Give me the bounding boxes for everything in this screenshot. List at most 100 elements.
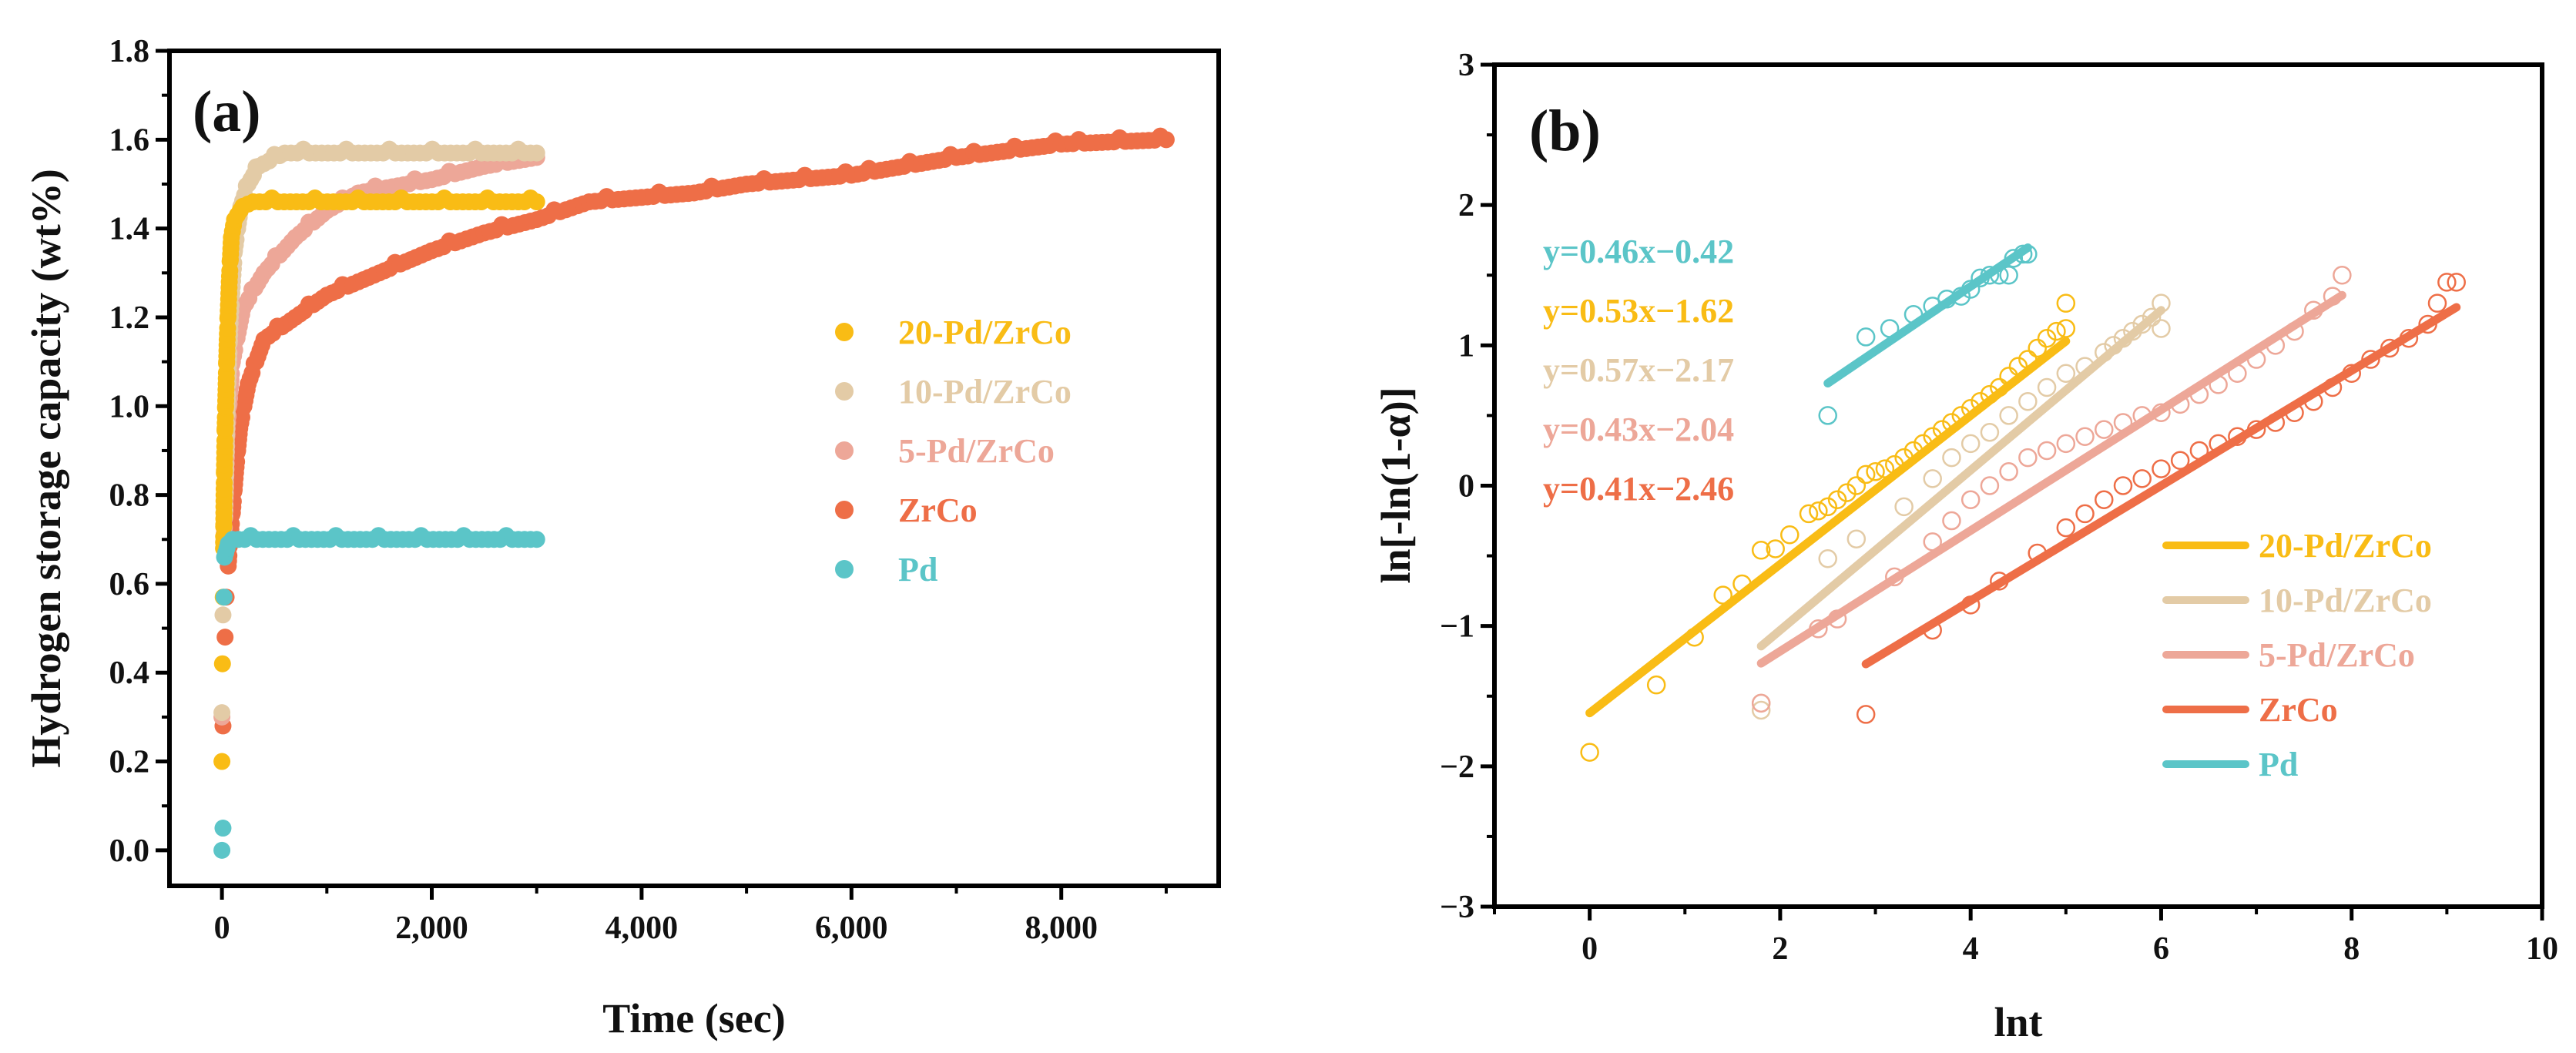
series-10-pd-zrco xyxy=(1751,293,2171,720)
data-point xyxy=(2037,328,2057,348)
data-point xyxy=(1799,504,1819,524)
data-point xyxy=(215,589,233,606)
panel-a-chart: 0 2,000 4,000 6,000 8,000 0.0 0.2 0.4 0.6 0.8 1.0 1… xyxy=(23,34,1221,1041)
panel-b-x-tick-label: 0 xyxy=(1581,931,1598,967)
panel-a-y-tick-label: 0.8 xyxy=(109,478,150,514)
panel-a-x-tick-label: 0 xyxy=(214,910,230,946)
legend-label: ZrCo xyxy=(898,491,978,529)
legend-label: 5-Pd/ZrCo xyxy=(2259,636,2415,674)
panel-a-y-tick-label: 1.0 xyxy=(109,389,150,424)
panel-a-label: (a) xyxy=(193,79,261,144)
data-point xyxy=(1580,743,1599,762)
data-point xyxy=(1837,483,1857,502)
panel-b-y-tick-label: 2 xyxy=(1458,188,1474,223)
panel-a-axes: 0 2,000 4,000 6,000 8,000 0.0 0.2 0.4 0.6 0.8 1.0 1… xyxy=(109,34,1221,946)
panel-b-label: (b) xyxy=(1529,99,1601,163)
fit-line xyxy=(1823,243,2032,388)
legend-label: ZrCo xyxy=(2259,691,2338,729)
data-point xyxy=(2152,319,2171,338)
panel-b-fit-equations: y=0.46x−0.42 y=0.53x−1.62 y=0.57x−2.17 y=0.… xyxy=(1543,233,1734,508)
data-point xyxy=(528,144,545,162)
data-point xyxy=(2132,469,2152,488)
data-point xyxy=(1980,423,2000,442)
legend-marker xyxy=(835,323,854,341)
data-point xyxy=(2075,504,2095,524)
data-point xyxy=(2437,273,2457,292)
panel-b-y-tick-label: 0 xyxy=(1458,469,1474,505)
panel-b-y-axis-title: ln[-ln(1-α)] xyxy=(1373,387,1419,583)
data-point xyxy=(1646,675,1666,695)
data-point xyxy=(528,193,545,211)
data-point xyxy=(2075,427,2095,446)
panel-b-x-tick-label: 8 xyxy=(2343,931,2360,967)
data-point xyxy=(1827,490,1847,509)
data-point xyxy=(1942,448,1961,468)
legend-label: 20-Pd/ZrCo xyxy=(2259,527,2432,565)
data-point xyxy=(2152,459,2171,478)
panel-a-x-tick-label: 2,000 xyxy=(395,910,468,946)
panel-a-y-tick-label: 1.4 xyxy=(109,212,150,247)
panel-a-x-tick-label: 8,000 xyxy=(1025,910,1098,946)
data-point xyxy=(2056,319,2076,338)
data-point xyxy=(2095,490,2114,509)
panel-a-y-tick-label: 0.4 xyxy=(109,656,150,691)
data-point xyxy=(2037,377,2057,397)
data-point xyxy=(2142,307,2162,327)
data-point xyxy=(1809,501,1828,521)
panel-b-x-tick-label: 10 xyxy=(2526,931,2558,967)
data-point xyxy=(2056,434,2076,454)
data-point xyxy=(1766,539,1785,558)
panel-b-legend: 20-Pd/ZrCo 10-Pd/ZrCo 5-Pd/ZrCo ZrCo Pd xyxy=(2162,527,2432,783)
data-point xyxy=(1999,406,2018,425)
data-point xyxy=(1846,476,1867,495)
legend-label: 5-Pd/ZrCo xyxy=(898,432,1055,470)
data-point xyxy=(1856,464,1876,485)
fit-line xyxy=(1756,290,2346,668)
data-point xyxy=(1856,705,1876,724)
panel-b-y-tick-label: −1 xyxy=(1440,609,1474,645)
data-point xyxy=(213,704,231,722)
panel-a-x-axis-title: Time (sec) xyxy=(602,995,785,1041)
panel-b-y-tick-label: 3 xyxy=(1458,48,1474,83)
legend-label: 10-Pd/ZrCo xyxy=(2259,582,2432,619)
data-point xyxy=(1818,406,1837,425)
data-point xyxy=(2095,420,2114,439)
data-point xyxy=(2333,266,2352,285)
panel-a-plot-frame xyxy=(167,49,1221,888)
fit-equation: y=0.53x−1.62 xyxy=(1543,292,1734,330)
data-point xyxy=(1751,541,1771,560)
data-point xyxy=(2018,391,2038,411)
data-point xyxy=(213,655,231,672)
data-point xyxy=(1856,327,1876,347)
data-point xyxy=(1961,490,1981,509)
fit-equation: y=0.41x−2.46 xyxy=(1543,470,1734,508)
data-point xyxy=(1999,266,2018,285)
legend-label: 10-Pd/ZrCo xyxy=(898,373,1072,411)
data-point xyxy=(2170,451,2190,470)
data-point xyxy=(2447,273,2466,292)
panel-a-y-axis-title: Hydrogen storage capacity (wt%) xyxy=(23,169,69,767)
fit-line xyxy=(1861,303,2461,669)
panel-b-y-tick-label: 1 xyxy=(1458,328,1474,364)
legend-marker xyxy=(835,560,854,578)
legend-label: Pd xyxy=(898,551,937,589)
panel-b-x-tick-label: 4 xyxy=(1963,931,1979,967)
data-point xyxy=(214,606,232,624)
fit-line xyxy=(1585,337,2071,718)
data-point xyxy=(2113,476,2133,495)
panel-a-x-tick-label: 6,000 xyxy=(815,910,888,946)
data-point xyxy=(1751,700,1771,720)
data-point xyxy=(1751,693,1771,713)
panel-a-y-tick-label: 1.6 xyxy=(109,122,150,158)
data-point xyxy=(2037,441,2057,461)
legend-marker xyxy=(835,501,854,519)
series-pd xyxy=(1818,244,2038,425)
panel-a-x-tick-label: 4,000 xyxy=(605,910,679,946)
series-20-pd-zrco xyxy=(213,189,545,770)
panel-a-y-tick-label: 1.8 xyxy=(109,34,150,69)
legend-label: Pd xyxy=(2259,746,2298,783)
data-point xyxy=(2056,518,2076,538)
data-point xyxy=(216,629,234,646)
panel-a-y-tick-label: 1.2 xyxy=(109,300,150,336)
